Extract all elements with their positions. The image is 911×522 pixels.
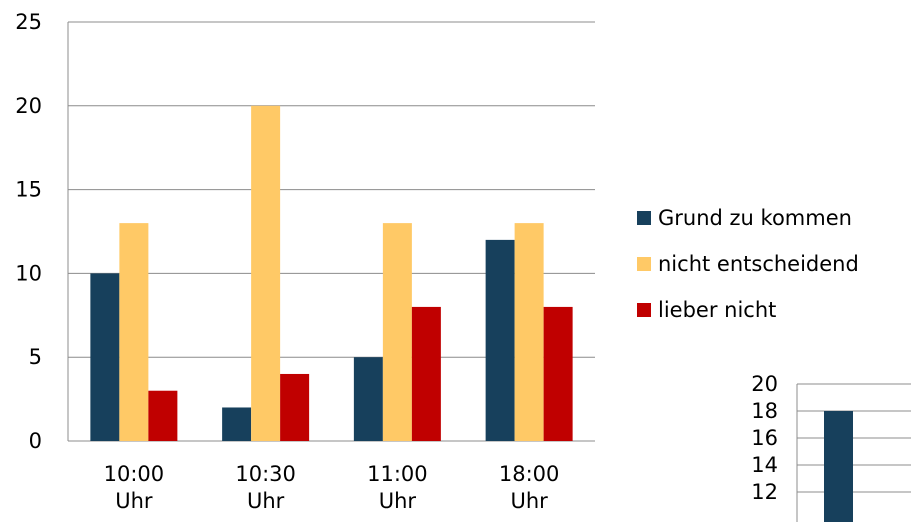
- main-bar-chart: 0 5 10 15 20 25 10:00 Uhr 10:30 Uhr 11:00 Uhr 18:00 U…: [15, 10, 595, 513]
- bar-grund-zu-kommen: [485, 239, 515, 441]
- legend-swatch: [637, 257, 651, 271]
- y-tick-label: 0: [29, 429, 42, 453]
- y-tick-label: 15: [15, 178, 42, 202]
- x-tick-label: 10:30: [235, 462, 296, 486]
- bar-grund-zu-kommen: [353, 357, 383, 441]
- inset-y-tick-label: 20: [751, 372, 778, 396]
- x-tick-label: 18:00: [499, 462, 560, 486]
- legend-label: Grund zu kommen: [658, 206, 852, 230]
- bar-nicht-entscheidend: [119, 223, 149, 441]
- x-tick-label: Uhr: [379, 489, 417, 513]
- x-tick-label: 10:00: [104, 462, 165, 486]
- inset-y-tick-label: 16: [751, 426, 778, 450]
- bar-lieber-nicht: [280, 373, 310, 441]
- bar-lieber-nicht: [543, 306, 573, 441]
- x-tick-label: Uhr: [510, 489, 548, 513]
- bar-nicht-entscheidend: [514, 223, 544, 441]
- bar-lieber-nicht: [148, 390, 178, 441]
- bar-grund-zu-kommen: [90, 273, 120, 441]
- x-tick-label: Uhr: [247, 489, 285, 513]
- y-tick-label: 25: [15, 10, 42, 34]
- inset-y-tick-label: 14: [751, 453, 778, 477]
- bar-lieber-nicht: [411, 306, 441, 441]
- legend-label: nicht entscheidend: [658, 252, 859, 276]
- bar-nicht-entscheidend: [251, 105, 281, 442]
- x-tick-label: 11:00: [367, 462, 428, 486]
- legend-swatch: [637, 211, 651, 225]
- bar-nicht-entscheidend: [382, 223, 412, 441]
- inset-y-tick-label: 18: [751, 399, 778, 423]
- inset-bar: [824, 411, 853, 522]
- legend-label: lieber nicht: [658, 298, 776, 322]
- y-tick-label: 5: [29, 345, 42, 369]
- bar-grund-zu-kommen: [222, 407, 252, 441]
- x-tick-label: Uhr: [115, 489, 153, 513]
- inset-bar-chart: 12 14 16 18 20: [751, 372, 911, 522]
- y-tick-label: 20: [15, 94, 42, 118]
- inset-y-tick-label: 12: [751, 480, 778, 504]
- legend: Grund zu kommen nicht entscheidend lieber …: [637, 206, 859, 322]
- legend-swatch: [637, 303, 651, 317]
- y-tick-label: 10: [15, 261, 42, 285]
